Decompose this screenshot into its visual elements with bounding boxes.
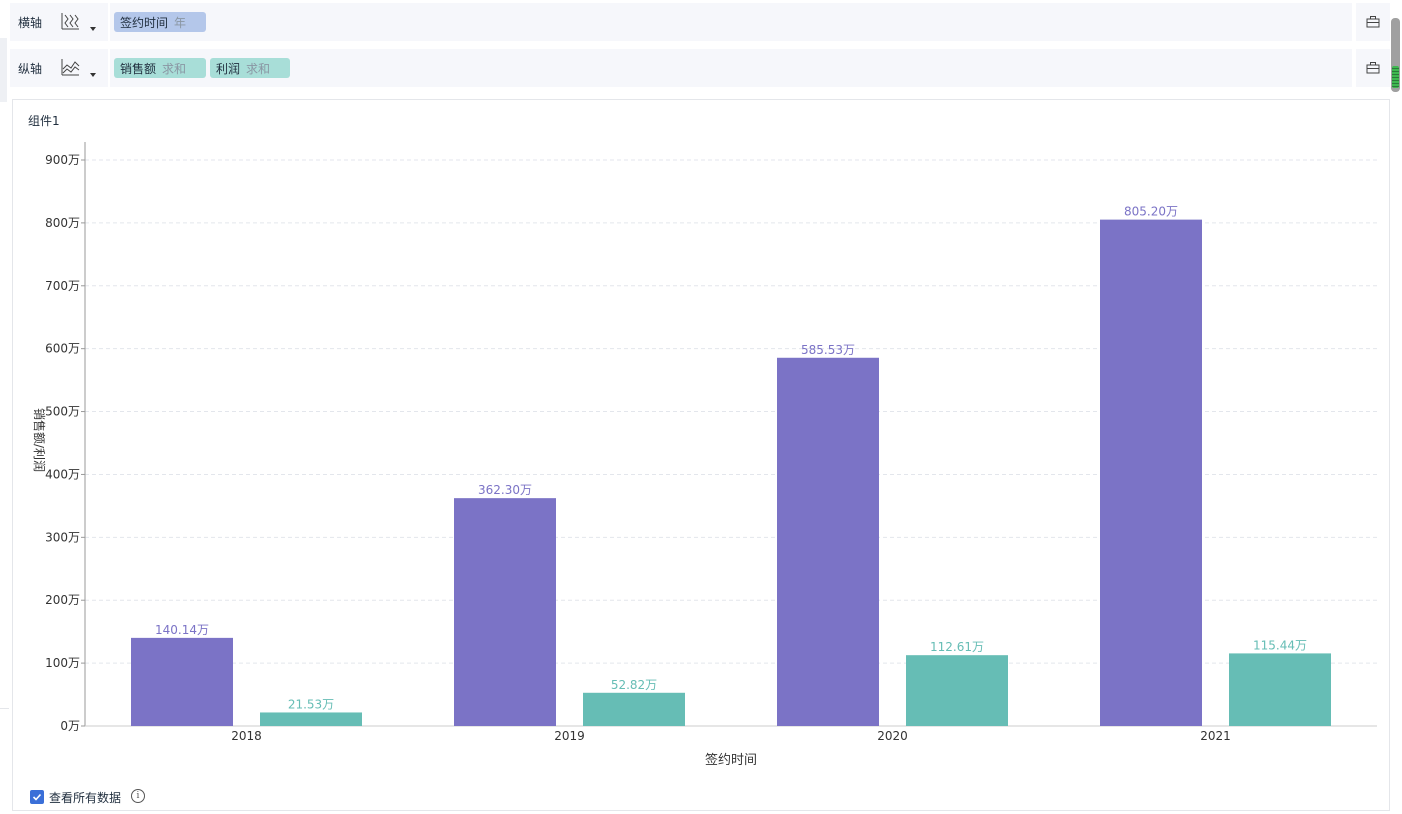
x-axis-fields-area[interactable]: 签约时间 年 — [110, 3, 1352, 41]
left-panel-divider — [0, 708, 9, 709]
y-tick-label: 200万 — [45, 593, 80, 607]
view-all-data-checkbox[interactable] — [30, 790, 44, 804]
data-label: 52.82万 — [611, 678, 657, 692]
data-label: 585.53万 — [801, 343, 855, 357]
data-label: 112.61万 — [930, 640, 984, 654]
y-tick-label: 400万 — [45, 467, 80, 481]
x-tick-label: 2018 — [231, 729, 262, 743]
y-field-pill-sales[interactable]: 销售额 求和 — [114, 58, 206, 78]
field-name: 签约时间 — [120, 15, 169, 30]
field-name: 销售额 — [120, 61, 157, 76]
x-tick-label: 2019 — [554, 729, 585, 743]
chevron-down-icon[interactable] — [90, 73, 96, 77]
left-panel-edge — [0, 38, 7, 102]
data-label: 21.53万 — [288, 697, 334, 711]
info-icon[interactable]: i — [131, 789, 145, 803]
data-label: 362.30万 — [478, 483, 532, 497]
data-label: 115.44万 — [1253, 638, 1307, 652]
y-axis-title: 销售额/利润 — [32, 408, 47, 472]
field-aggregation: 求和 — [162, 61, 187, 76]
y-axis-label: 纵轴 — [18, 61, 43, 76]
x-tick-label: 2020 — [877, 729, 908, 743]
x-axis-label-box: 横轴 — [10, 3, 108, 41]
bar-profit — [906, 655, 1008, 726]
x-axis-title: 签约时间 — [705, 752, 757, 768]
y-axis-fields-area[interactable]: 销售额 求和 利润 求和 — [110, 49, 1352, 87]
y-tick-label: 500万 — [45, 405, 80, 419]
y-tick-label: 600万 — [45, 342, 80, 356]
y-axis-row: 纵轴 销售额 求和 利润 求和 — [10, 49, 1390, 87]
vertical-scrollbar[interactable] — [1391, 18, 1400, 92]
bar-profit — [260, 712, 362, 726]
x-axis-chart-type-icon[interactable] — [60, 11, 80, 31]
bar-profit — [583, 692, 685, 726]
bar-sales — [777, 357, 879, 726]
bar-sales — [454, 498, 556, 726]
bar-sales — [131, 637, 233, 726]
bar-chart[interactable]: 0万 100万 200万 300万 400万 500万 600万 700万 800万 900万销售… — [13, 100, 1389, 780]
toolbox-icon — [1366, 62, 1380, 74]
x-axis-settings-button[interactable] — [1356, 3, 1390, 41]
field-aggregation: 年 — [174, 15, 187, 30]
field-name: 利润 — [216, 61, 241, 76]
y-tick-label: 100万 — [45, 656, 80, 670]
field-aggregation: 求和 — [246, 61, 271, 76]
y-field-pill-profit[interactable]: 利润 求和 — [210, 58, 290, 78]
y-tick-label: 700万 — [45, 279, 80, 293]
checkmark-icon — [32, 793, 42, 801]
y-axis-label-box: 纵轴 — [10, 49, 108, 87]
x-axis-label: 横轴 — [18, 15, 43, 30]
data-label: 805.20万 — [1124, 205, 1178, 219]
y-tick-label: 800万 — [45, 216, 80, 230]
bar-sales — [1100, 219, 1202, 727]
y-tick-label: 0万 — [60, 719, 80, 733]
scrollbar-grip[interactable] — [1392, 66, 1399, 88]
x-tick-label: 2021 — [1200, 729, 1231, 743]
component-title: 组件1 — [28, 114, 60, 128]
x-field-pill-sign-time[interactable]: 签约时间 年 — [114, 12, 206, 32]
y-tick-label: 300万 — [45, 530, 80, 544]
toolbox-icon — [1366, 16, 1380, 28]
y-axis-settings-button[interactable] — [1356, 49, 1390, 87]
chart-component-panel[interactable]: 组件1 0万 100万 200万 300万 400万 500万 600万 700万 800万 90… — [12, 99, 1390, 811]
y-axis-chart-type-icon[interactable] — [60, 57, 80, 77]
bar-profit — [1229, 653, 1331, 726]
x-axis-row: 横轴 签约时间 年 — [10, 3, 1390, 41]
data-label: 140.14万 — [155, 623, 209, 637]
chevron-down-icon[interactable] — [90, 27, 96, 31]
y-tick-label: 900万 — [45, 153, 80, 167]
view-all-data-label[interactable]: 查看所有数据 — [49, 791, 122, 805]
